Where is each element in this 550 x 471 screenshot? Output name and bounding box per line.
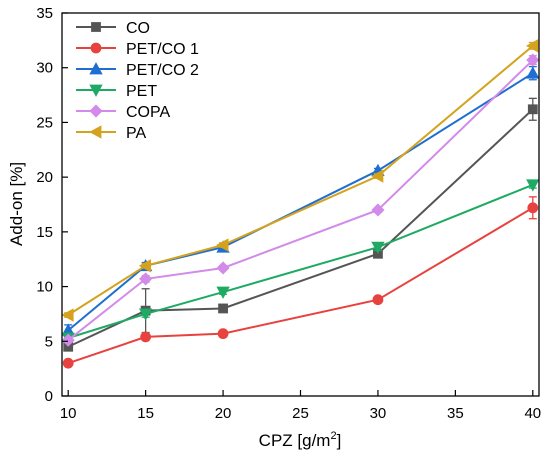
data-point-pet-co-1 [372, 294, 384, 306]
data-point-copa [216, 261, 230, 275]
x-tick-label: 25 [292, 405, 309, 422]
legend-label: COPA [126, 104, 170, 121]
legend-label: PET [126, 83, 157, 100]
series-pet-co-1 [62, 196, 539, 369]
y-tick-label: 5 [45, 333, 53, 350]
legend-marker [89, 104, 103, 118]
data-point-pet [526, 179, 540, 192]
data-point-copa [526, 53, 540, 67]
legend-label: CO [126, 20, 150, 37]
x-tick-label: 10 [60, 405, 77, 422]
plot-frame [61, 12, 540, 397]
data-point-pet-co-1 [140, 331, 152, 343]
data-point-copa [371, 203, 385, 217]
x-axis-title-suffix: ] [337, 431, 342, 450]
legend-marker [89, 84, 103, 97]
legend-item-copa: COPA [76, 104, 170, 121]
legend-item-pet-co-2: PET/CO 2 [76, 62, 199, 79]
data-point-pa [61, 308, 74, 322]
data-point-pa [138, 259, 152, 273]
legend-marker [91, 22, 101, 32]
legend-label: PA [126, 125, 146, 142]
series-pa [61, 39, 539, 322]
y-tick-label: 10 [36, 279, 53, 296]
data-point-pet-co-1 [527, 202, 539, 214]
data-point-pet [371, 241, 385, 255]
data-point-co [527, 104, 538, 115]
x-tick-label: 20 [215, 405, 232, 422]
data-point-co [218, 303, 228, 314]
x-axis-title-superscript: 2 [330, 430, 336, 442]
legend-label: PET/CO 1 [126, 41, 199, 58]
series-line-copa [67, 59, 534, 341]
x-tick-label: 35 [447, 405, 464, 422]
data-point-pet-co-1 [62, 357, 74, 369]
data-point-pet-co-2 [526, 66, 540, 79]
data-point-copa [61, 333, 75, 347]
y-axis-title: Add-on [%] [7, 162, 26, 246]
x-tick-label: 40 [524, 405, 541, 422]
legend-marker [89, 125, 102, 139]
data-point-pa [216, 238, 229, 252]
data-point-copa [139, 272, 153, 286]
legend-item-pet-co-1: PET/CO 1 [76, 41, 199, 58]
legend-marker [90, 42, 102, 54]
y-tick-label: 35 [36, 5, 53, 22]
series-line-co [67, 108, 534, 348]
data-point-pa [525, 39, 539, 53]
data-point-pa [371, 169, 384, 183]
data-point-pet [138, 308, 153, 321]
x-tick-label: 30 [370, 405, 387, 422]
y-tick-label: 15 [36, 224, 53, 241]
legend-marker [89, 62, 103, 75]
legend-item-pet: PET [76, 83, 157, 100]
legend: CO PET/CO 1 PET/CO 2 PET COPA PA [76, 20, 199, 142]
series-pet [61, 179, 540, 345]
legend-item-co: CO [76, 20, 150, 37]
legend-item-pa: PA [76, 125, 146, 142]
x-tick-label: 15 [137, 405, 154, 422]
data-point-pet [216, 286, 230, 299]
y-tick-label: 30 [36, 60, 53, 77]
x-axis-title: CPZ [g/m2] [259, 430, 342, 450]
y-tick-label: 25 [36, 114, 53, 131]
y-tick-label: 20 [36, 169, 53, 186]
data-point-pet-co-1 [217, 328, 229, 340]
legend-label: PET/CO 2 [126, 62, 199, 79]
y-tick-label: 0 [45, 388, 53, 405]
series-copa [61, 53, 540, 347]
x-axis-title-main: CPZ [g/m [259, 431, 331, 450]
